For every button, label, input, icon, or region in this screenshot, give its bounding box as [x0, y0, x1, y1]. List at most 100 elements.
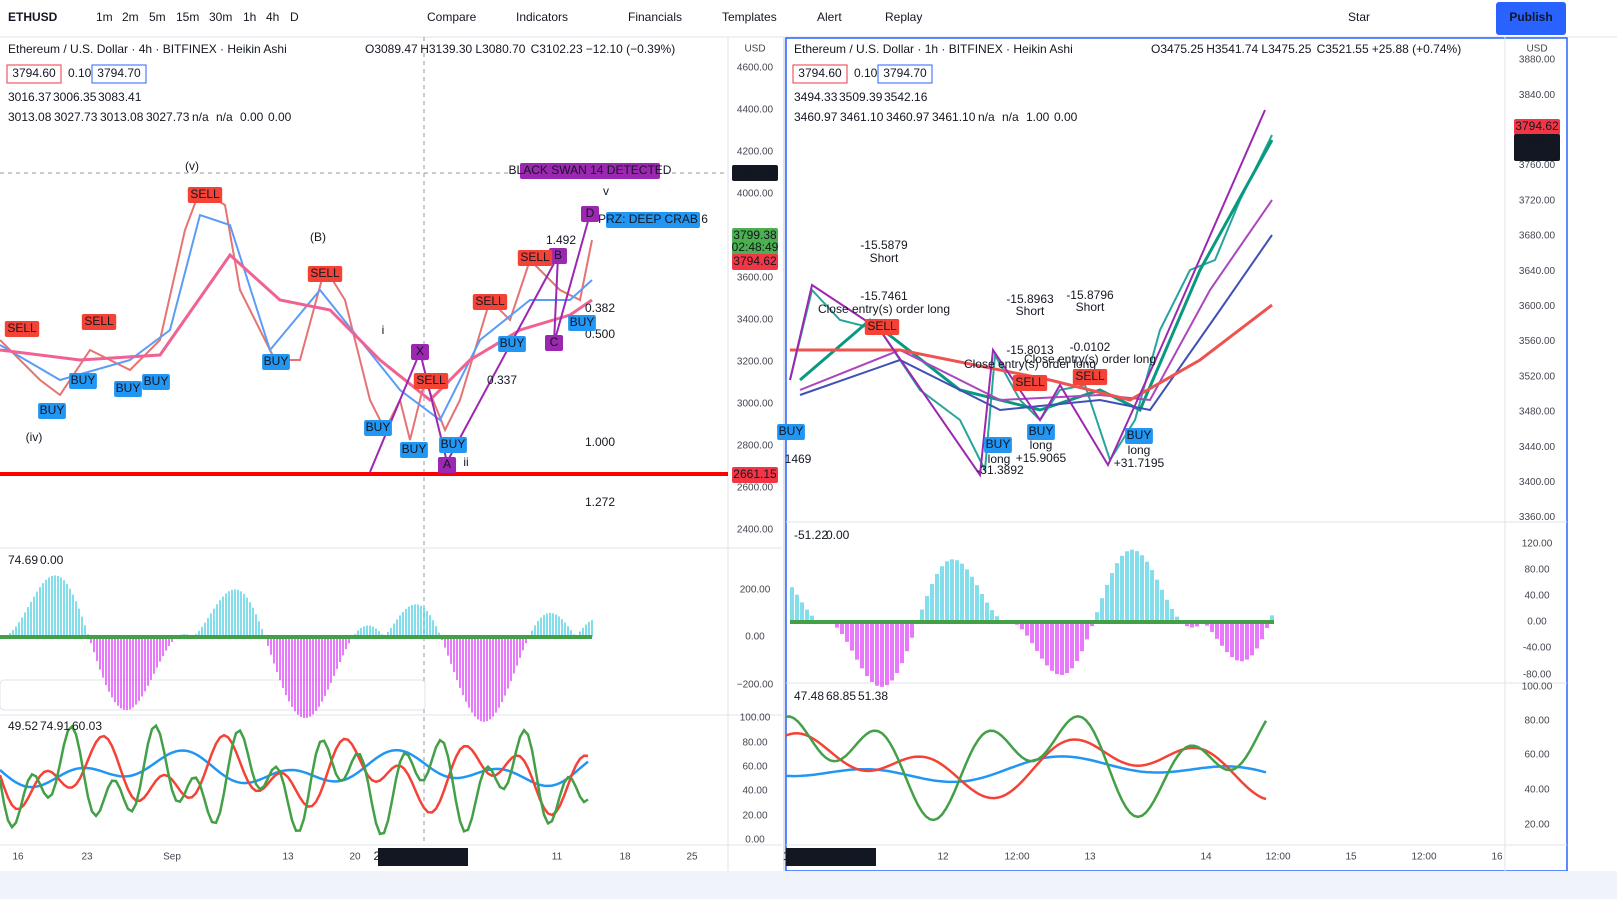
price-tick: 3440.00: [1519, 442, 1556, 453]
histogram-bar: [213, 608, 215, 637]
histogram-bar: [1075, 622, 1079, 661]
histogram-bar: [243, 593, 245, 637]
price-tick: 3600.00: [737, 273, 774, 284]
histogram-bar: [1165, 599, 1169, 622]
strategy-label: -15.5879: [860, 238, 908, 252]
toolbar-button[interactable]: Alert: [817, 10, 842, 24]
price-tick: 3520.00: [1519, 371, 1556, 382]
price-label-box: [732, 240, 778, 256]
star[interactable]: Star: [1348, 10, 1370, 24]
histogram-bar: [273, 637, 275, 664]
interval[interactable]: 1m: [96, 10, 113, 24]
histogram-bar: [1155, 579, 1159, 622]
ma-value: 3027.73: [54, 110, 98, 124]
histogram-bar: [303, 637, 305, 719]
price-tick: 3000.00: [737, 399, 774, 410]
histogram-bar: [585, 624, 587, 637]
histogram-bar: [1135, 551, 1139, 622]
toolbar-button[interactable]: Financials: [628, 10, 682, 24]
toolbar-button[interactable]: Compare: [427, 10, 477, 24]
interval[interactable]: 5m: [149, 10, 166, 24]
interval[interactable]: 15m: [176, 10, 199, 24]
ma-value: n/a: [192, 110, 209, 124]
histogram-bar: [940, 566, 944, 622]
histogram-bar: [1085, 622, 1089, 640]
interval[interactable]: 30m: [209, 10, 232, 24]
histogram-bar: [84, 625, 86, 637]
histogram-bar: [15, 626, 17, 637]
price-tick: 3480.00: [1519, 407, 1556, 418]
histogram-bar: [408, 606, 410, 637]
price-label-box: [732, 254, 778, 270]
histogram-bar: [240, 591, 242, 637]
histogram-bar: [138, 637, 140, 701]
histogram-bar: [1195, 622, 1199, 627]
histogram-bar: [1065, 622, 1069, 674]
histogram-bar: [12, 630, 14, 637]
histogram-bar: [420, 605, 422, 637]
histogram-bar: [1235, 622, 1239, 661]
histogram-bar: [1255, 622, 1259, 649]
histogram-bar: [267, 637, 269, 646]
histogram-bar: [117, 637, 119, 706]
ma-red: [0, 252, 593, 403]
histogram-bar: [525, 637, 527, 644]
histogram-bar: [18, 622, 20, 637]
currency: USD: [744, 44, 765, 55]
sell-label: SELL: [190, 187, 220, 201]
histogram-bar: [462, 637, 464, 696]
ma-value: 1.00: [1026, 110, 1050, 124]
histogram-bar: [42, 583, 44, 637]
symbol[interactable]: ETHUSD: [8, 10, 58, 24]
buy-label: BUY: [500, 336, 525, 350]
rsi-tick: 40.00: [742, 786, 767, 797]
price-label-box: [1514, 119, 1560, 135]
time-tick: 13: [1084, 852, 1096, 863]
strategy-label: Short: [870, 251, 899, 265]
histogram-bar: [60, 577, 62, 637]
interval[interactable]: 1h: [243, 10, 256, 24]
crosshair-time: 10 Oct '21: [783, 849, 838, 863]
osc-tick: 200.00: [740, 585, 771, 596]
histogram-bar: [201, 626, 203, 637]
chart-divider: [783, 37, 786, 872]
interval[interactable]: D: [290, 10, 299, 24]
drawing-toolbar[interactable]: [0, 679, 426, 711]
sell-label: SELL: [310, 266, 340, 280]
toolbar-button[interactable]: Indicators: [516, 10, 568, 24]
histogram-bar: [519, 637, 521, 658]
histogram-bar: [39, 587, 41, 637]
histogram-bar: [297, 637, 299, 715]
histogram-bar: [1030, 622, 1034, 644]
histogram-bar: [480, 637, 482, 722]
time-tick: 13: [282, 852, 294, 863]
ma-value: 3542.16: [884, 90, 928, 104]
histogram-bar: [935, 573, 939, 622]
interval[interactable]: 2m: [122, 10, 139, 24]
interval[interactable]: 4h: [266, 10, 279, 24]
histogram-bar: [435, 626, 437, 637]
ma-value: 0.00: [268, 110, 292, 124]
histogram-bar: [1260, 622, 1264, 640]
histogram-bar: [129, 637, 131, 710]
price-label-box: [732, 467, 778, 483]
buy-label-box: [439, 437, 467, 453]
publish[interactable]: Publish: [1509, 10, 1552, 24]
harmonic: [369, 213, 591, 473]
toolbar-button[interactable]: Templates: [722, 10, 777, 24]
ma-value: 3461.10: [840, 110, 884, 124]
histogram-bar: [1080, 622, 1084, 652]
histogram-bar: [558, 616, 560, 637]
histogram-bar: [198, 630, 200, 637]
ma-value: 3006.35: [53, 90, 97, 104]
osc-tick: 0.00: [745, 632, 765, 643]
pattern-node: A: [443, 457, 451, 471]
toolbar-button[interactable]: Replay: [885, 10, 922, 24]
histogram-bar: [219, 600, 221, 637]
publish-button[interactable]: [1496, 2, 1566, 35]
ma-value: n/a: [1002, 110, 1019, 124]
histogram-bar: [540, 617, 542, 637]
sell-label-box: [307, 266, 343, 282]
histogram-bar: [393, 623, 395, 637]
